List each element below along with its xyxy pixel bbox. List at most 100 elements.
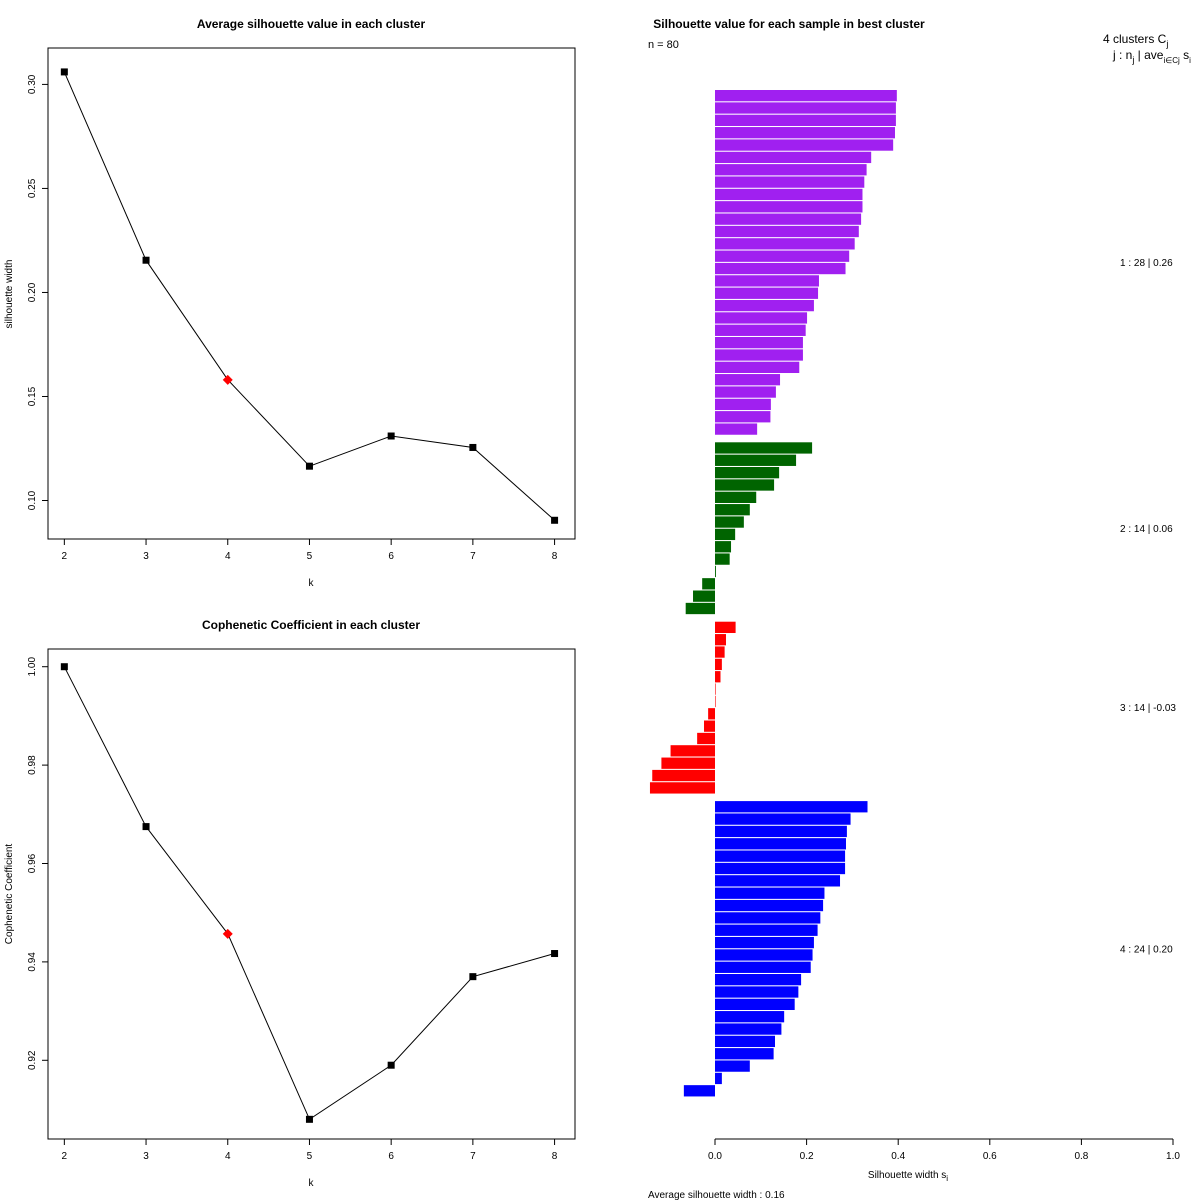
avg-silhouette-x-axis: 2 3 4 5 6 7 8	[62, 539, 558, 562]
silhouette-x-tick-label: 0.2	[800, 1151, 814, 1162]
silhouette-bar-cluster-1	[715, 139, 894, 151]
cophenetic-point	[305, 1115, 313, 1123]
cluster-4-summary: 4 : 24 | 0.20	[1120, 944, 1173, 955]
cophenetic-point-highlight	[222, 928, 233, 939]
cophenetic-x-tick-label: 5	[307, 1151, 313, 1162]
silhouette-bar-cluster-4	[715, 887, 825, 899]
silhouette-bar-cluster-1	[715, 287, 819, 299]
avg-silhouette-y-tick-label: 0.20	[27, 282, 38, 302]
silhouette-bar-cluster-3	[715, 671, 721, 683]
cophenetic-series	[60, 663, 559, 1123]
silhouette-bar-cluster-3	[670, 745, 715, 757]
silhouette-bar-cluster-1	[715, 423, 758, 435]
silhouette-bar-cluster-1	[715, 299, 814, 312]
silhouette-bar-cluster-4	[715, 899, 824, 912]
silhouette-x-tick-label: 0.0	[708, 1151, 722, 1162]
silhouette-bar-cluster-3	[661, 757, 715, 769]
silhouette-legend-header: 4 clusters Cj j : nj | avei∈Cj si	[1103, 32, 1191, 65]
silhouette-bar-cluster-4	[715, 801, 868, 813]
silhouette-bar-cluster-2	[715, 528, 736, 541]
silhouette-bar-cluster-1	[715, 361, 800, 373]
cophenetic-ylabel: Cophenetic Coefficient	[4, 844, 15, 945]
avg-silhouette-title: Average silhouette value in each cluster	[197, 17, 426, 31]
silhouette-bar-cluster-1	[715, 225, 859, 238]
silhouette-bar-cluster-2	[715, 553, 730, 565]
silhouette-bar-cluster-1	[715, 337, 803, 349]
silhouette-bar-cluster-2	[685, 602, 715, 615]
silhouette-x-tick-label: 1.0	[1166, 1151, 1180, 1162]
silhouette-bar-cluster-4	[715, 875, 841, 887]
avg-silhouette-x-tick-label: 7	[470, 551, 476, 562]
cophenetic-line	[63, 666, 555, 1121]
cophenetic-point	[142, 823, 150, 831]
silhouette-bar-cluster-3	[708, 708, 715, 720]
silhouette-cluster-labels: 1 : 28 | 0.26 2 : 14 | 0.06 3 : 14 | -0.03…	[1120, 258, 1176, 955]
silhouette-title: Silhouette value for each sample in best…	[653, 17, 925, 31]
cophenetic-x-tick-label: 6	[388, 1151, 394, 1162]
silhouette-bar-cluster-1	[715, 90, 897, 102]
silhouette-x-axis: 0.0 0.2 0.4 0.6 0.8 1.0	[708, 1138, 1180, 1162]
cophenetic-y-tick-label: 0.92	[27, 1050, 38, 1070]
silhouette-bar-cluster-4	[715, 1060, 750, 1072]
silhouette-bar-cluster-1	[715, 312, 808, 324]
cophenetic-x-tick-label: 8	[552, 1151, 558, 1162]
avg-silhouette-y-tick-label: 0.25	[27, 178, 38, 198]
silhouette-bar-cluster-4	[715, 924, 818, 936]
silhouette-bar-cluster-1	[715, 349, 803, 361]
legend-header-main-text: 4 clusters C	[1103, 32, 1167, 46]
silhouette-bar-cluster-1	[715, 398, 771, 411]
silhouette-bar-cluster-1	[715, 102, 896, 114]
silhouette-bar-cluster-3	[715, 683, 716, 695]
avg-silhouette-ylabel: silhouette width	[4, 260, 15, 329]
silhouette-bar-cluster-3	[715, 621, 736, 633]
cophenetic-x-tick-label: 3	[143, 1151, 149, 1162]
avg-silhouette-x-tick-label: 6	[388, 551, 394, 562]
legend-header-second: j : nj | avei∈Cj si	[1112, 48, 1191, 65]
avg-silhouette-x-tick-label: 4	[225, 551, 231, 562]
cophenetic-y-tick-label: 0.98	[27, 755, 38, 775]
avg-silhouette-y-tick-label: 0.15	[27, 386, 38, 406]
silhouette-bar-cluster-4	[715, 1035, 775, 1048]
avg-silhouette-y-tick-label: 0.30	[27, 74, 38, 94]
silhouette-bar-cluster-1	[715, 188, 863, 201]
legend-header-second-end-sub: i	[1189, 56, 1191, 65]
silhouette-bar-cluster-4	[715, 850, 846, 862]
legend-header-second-text: j : n	[1112, 48, 1132, 62]
silhouette-bar-cluster-4	[715, 1011, 785, 1023]
silhouette-bar-cluster-1	[715, 164, 867, 176]
silhouette-bar-cluster-2	[702, 578, 715, 590]
cophenetic-plot-box	[47, 648, 576, 1140]
silhouette-bar-cluster-2	[715, 454, 797, 466]
silhouette-average-label: Average silhouette width : 0.16	[648, 1190, 785, 1200]
avg-silhouette-point	[305, 462, 313, 470]
avg-silhouette-point	[60, 68, 68, 76]
silhouette-x-tick-label: 0.8	[1074, 1151, 1088, 1162]
silhouette-bar-cluster-1	[715, 238, 855, 250]
silhouette-xlabel: Silhouette width si	[868, 1170, 948, 1183]
silhouette-bar-cluster-1	[715, 176, 865, 188]
silhouette-bars	[649, 90, 897, 1097]
silhouette-bar-cluster-4	[715, 986, 799, 998]
silhouette-bar-cluster-3	[649, 782, 715, 794]
avg-silhouette-panel: Average silhouette value in each cluster…	[4, 17, 576, 589]
cophenetic-x-axis: 2 3 4 5 6 7 8	[62, 1139, 558, 1162]
silhouette-bar-cluster-1	[715, 386, 776, 398]
cophenetic-xlabel: k	[309, 1178, 315, 1189]
silhouette-bar-cluster-1	[715, 374, 781, 386]
silhouette-xlabel-text: Silhouette width s	[868, 1170, 946, 1181]
silhouette-bar-cluster-2	[715, 491, 757, 503]
avg-silhouette-series	[60, 68, 559, 524]
cophenetic-point	[551, 950, 559, 958]
silhouette-bar-cluster-4	[715, 974, 802, 986]
legend-header-main-sub: j	[1165, 39, 1168, 49]
silhouette-panel: Silhouette value for each sample in best…	[648, 17, 1191, 1200]
cophenetic-x-tick-label: 4	[225, 1151, 231, 1162]
silhouette-bar-cluster-2	[715, 516, 744, 528]
silhouette-bar-cluster-1	[715, 324, 806, 336]
cophenetic-y-tick-label: 1.00	[27, 657, 38, 677]
avg-silhouette-point	[142, 256, 150, 264]
silhouette-bar-cluster-1	[715, 127, 895, 139]
legend-header-main: 4 clusters Cj	[1103, 32, 1168, 49]
silhouette-bar-cluster-3	[715, 634, 726, 646]
